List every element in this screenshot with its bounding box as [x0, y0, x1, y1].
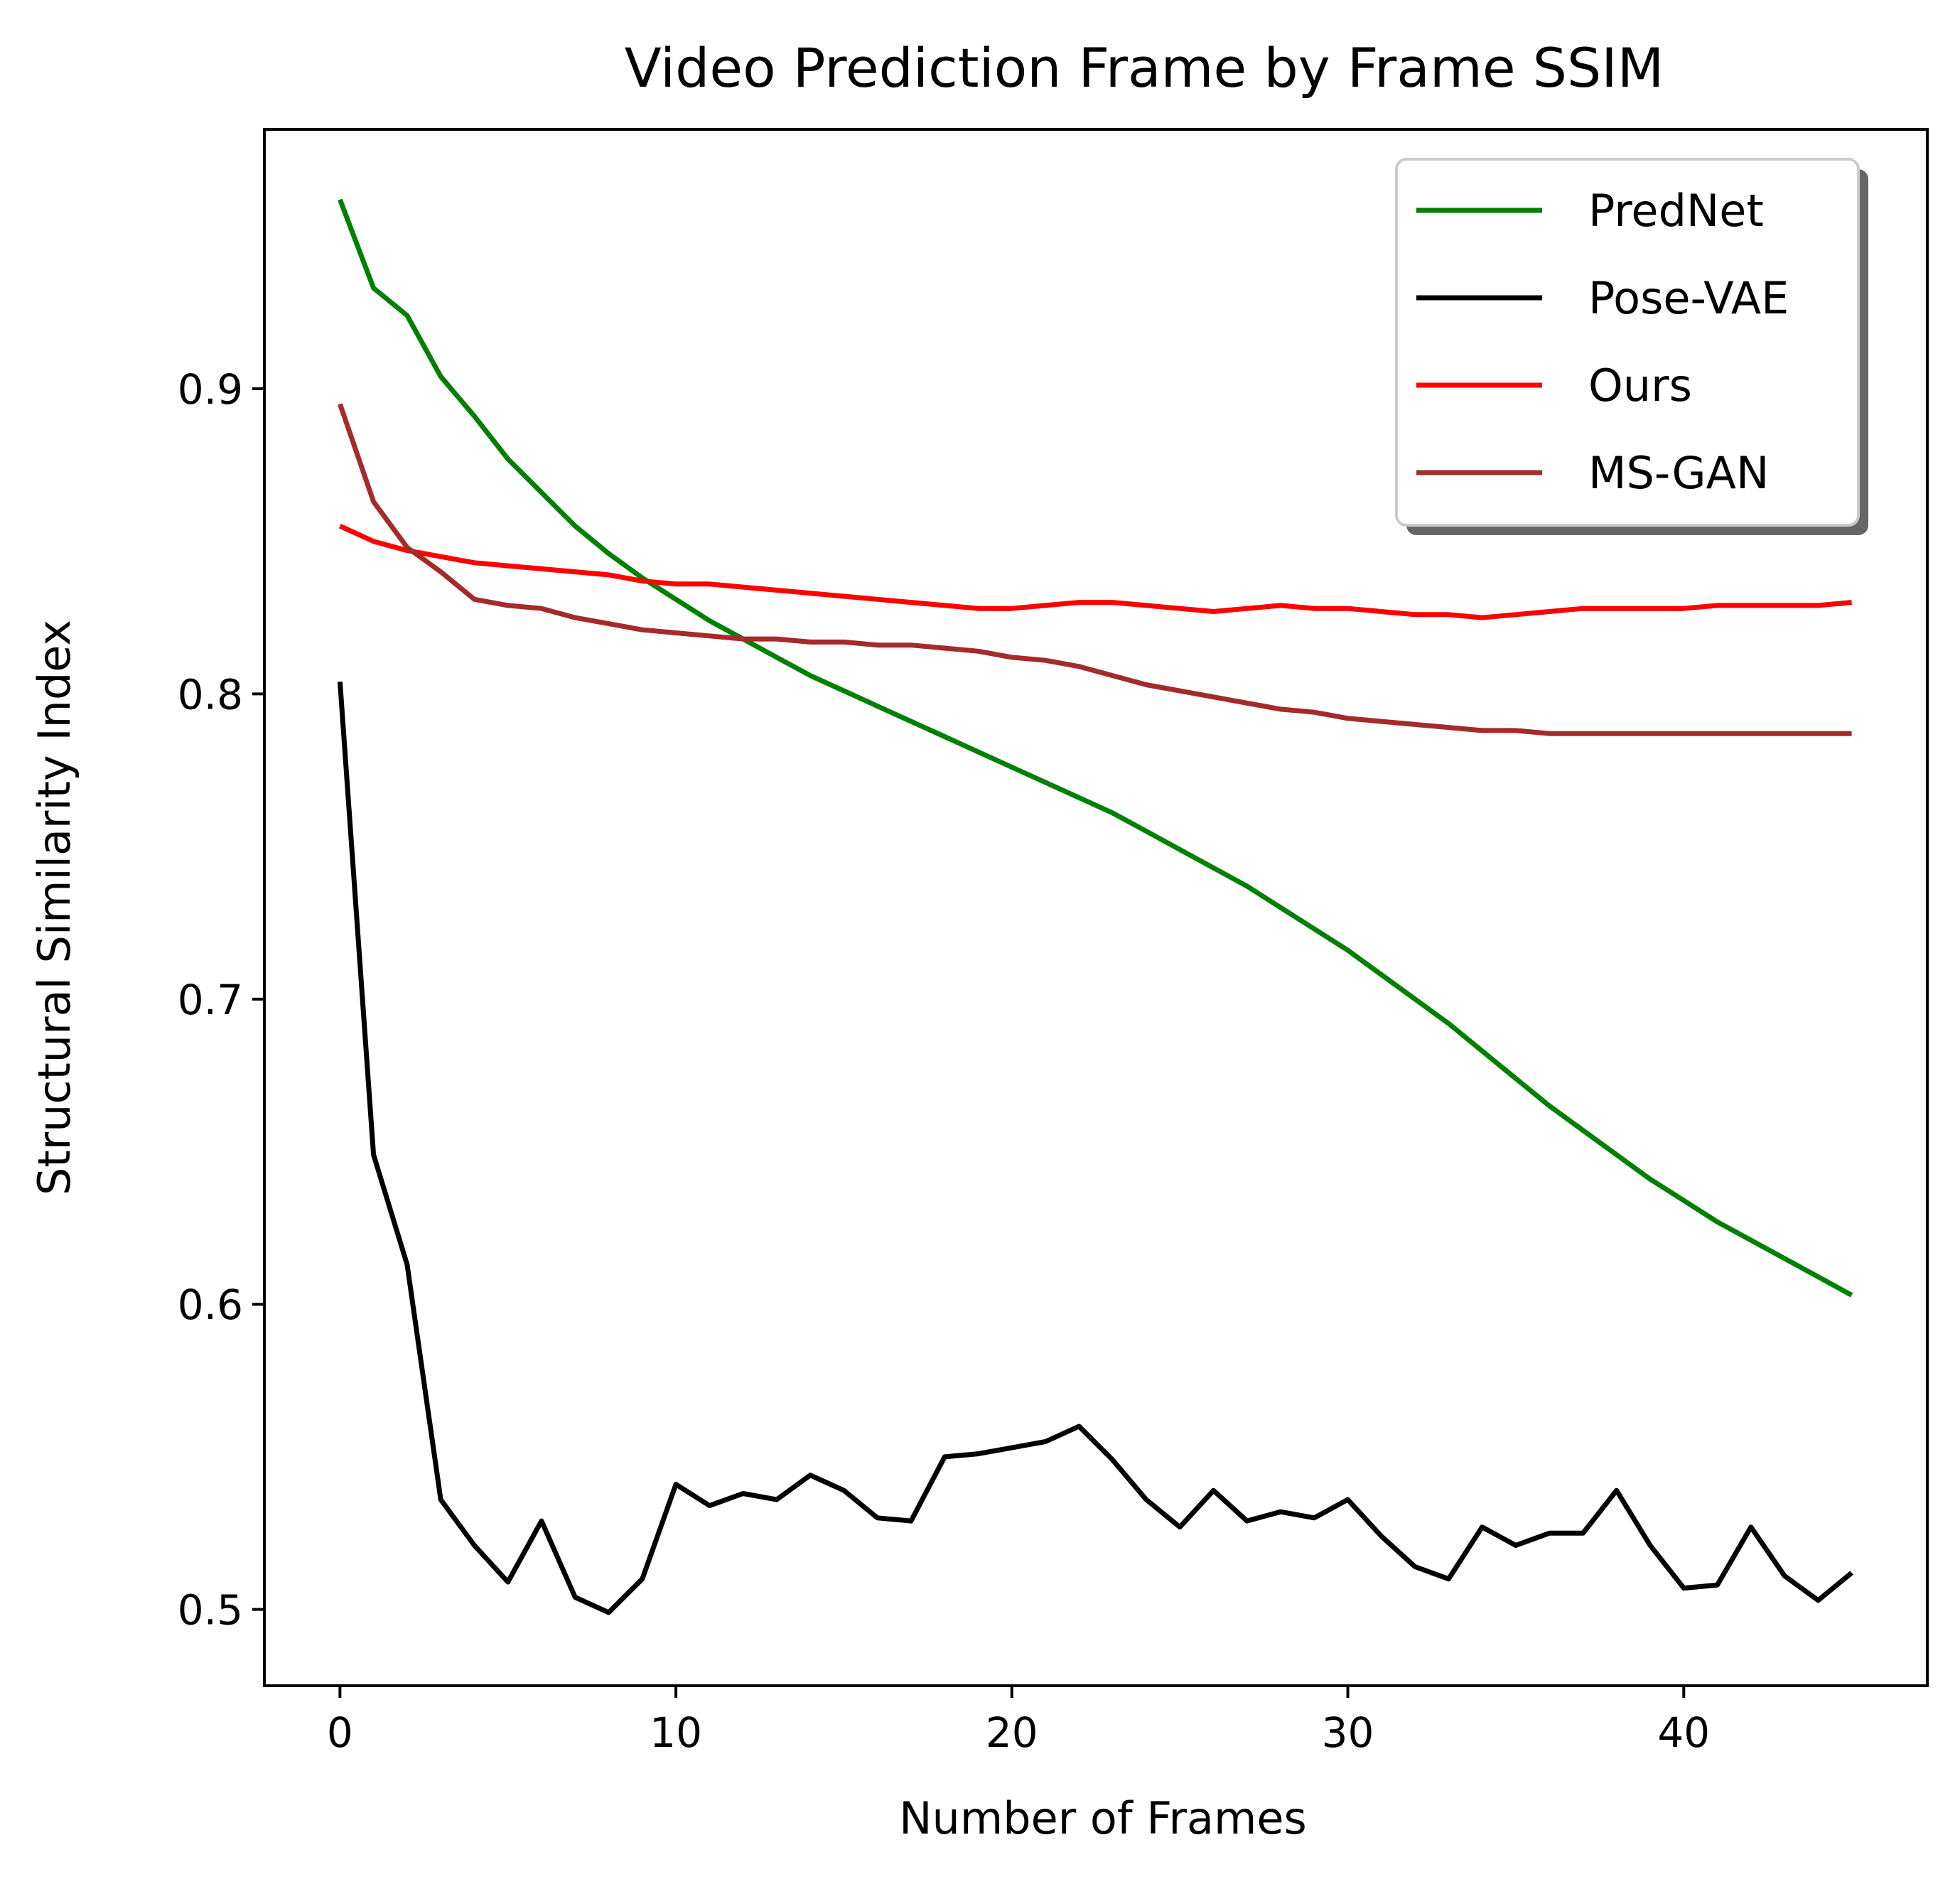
x-tick-label: 0	[327, 1708, 353, 1757]
legend-label-prednet: PredNet	[1588, 185, 1764, 237]
chart-title: Video Prediction Frame by Frame SSIM	[625, 36, 1664, 99]
x-tick-label: 40	[1657, 1708, 1710, 1757]
x-axis-title: Number of Frames	[899, 1792, 1307, 1844]
x-tick-label: 10	[650, 1708, 702, 1757]
series-line-pose-vae	[337, 681, 1853, 1615]
y-axis-title: Structural Similarity Index	[28, 620, 80, 1195]
series-line-prednet	[338, 198, 1853, 1298]
legend-label-ours: Ours	[1588, 360, 1692, 411]
series-line-ms-gan	[338, 403, 1852, 736]
series-line-ours	[338, 524, 1852, 620]
legend-label-ms-gan: MS-GAN	[1588, 447, 1769, 499]
y-tick-label: 0.8	[178, 670, 243, 719]
y-tick-label: 0.9	[178, 365, 243, 414]
legend-label-pose-vae: Pose-VAE	[1588, 272, 1789, 324]
legend-box	[1395, 158, 1860, 527]
x-tick-label: 20	[986, 1708, 1038, 1757]
y-tick-label: 0.5	[178, 1586, 243, 1635]
x-tick-label: 30	[1322, 1708, 1374, 1757]
y-tick-label: 0.7	[178, 976, 243, 1024]
y-tick-label: 0.6	[178, 1281, 243, 1329]
plot-frame	[263, 128, 1929, 1687]
plot-area: 0 10 20 30 40 0.5 0.6 0.7 0.8 0.9 PredNet Pose-VAE O…	[178, 128, 1929, 1757]
